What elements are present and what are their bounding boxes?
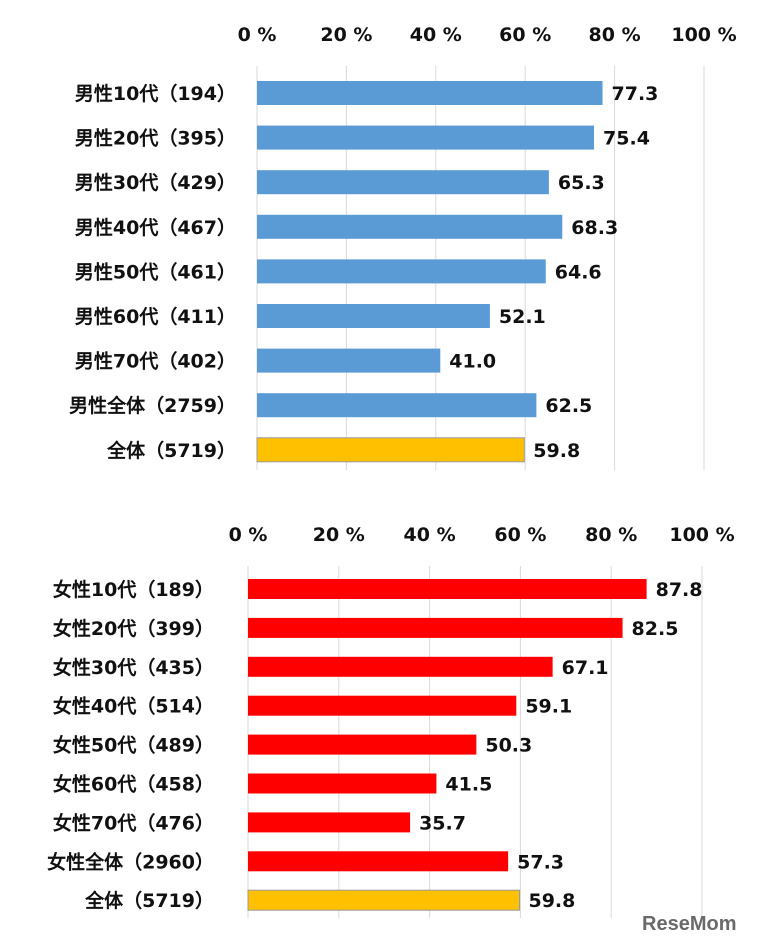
data-label: 35.7 <box>419 812 466 834</box>
category-label: 女性50代（489） <box>53 734 214 757</box>
data-label: 82.5 <box>632 618 679 640</box>
bar <box>248 695 517 716</box>
bar <box>257 170 549 195</box>
x-tick-label: 100 % <box>671 24 736 46</box>
data-label: 59.8 <box>528 890 575 912</box>
data-label: 52.1 <box>499 306 546 328</box>
category-label: 男性70代（402） <box>75 350 236 373</box>
bar <box>257 393 537 418</box>
bar <box>248 579 647 599</box>
category-label: 男性40代（467） <box>75 216 236 239</box>
category-label: 全体（5719） <box>84 889 214 912</box>
bar <box>257 259 546 284</box>
bar <box>248 617 623 638</box>
data-label: 59.1 <box>525 696 572 718</box>
category-label: 女性20代（399） <box>53 617 214 640</box>
data-label: 87.8 <box>656 579 703 601</box>
data-label: 77.3 <box>612 83 659 105</box>
bar <box>257 304 490 328</box>
bar <box>257 125 595 150</box>
bar <box>256 437 525 463</box>
x-tick-label: 60 % <box>499 24 551 46</box>
bar <box>248 734 477 755</box>
x-tick-label: 0 % <box>229 524 268 546</box>
bar <box>248 812 411 833</box>
data-label: 68.3 <box>571 217 618 239</box>
data-label: 67.1 <box>562 657 609 679</box>
resemom-logo: ReseMom <box>640 906 750 940</box>
data-label: 57.3 <box>517 851 564 873</box>
x-tick-label: 80 % <box>589 24 641 46</box>
category-label: 女性70代（476） <box>53 811 214 834</box>
chart-1: 0 % 20 % 40 % 60 % 80 % 100 % 男性10代（194） 77.3 男性… <box>69 24 737 470</box>
category-label: 男性10代（194） <box>75 82 236 105</box>
bar <box>248 656 553 677</box>
data-label: 50.3 <box>485 735 532 757</box>
category-label: 男性60代（411） <box>75 305 236 328</box>
bar <box>257 81 603 105</box>
category-label: 女性60代（458） <box>53 773 214 796</box>
data-label: 41.5 <box>445 774 492 796</box>
category-label: 女性10代（189） <box>53 578 214 601</box>
category-label: 男性50代（461） <box>75 260 236 283</box>
data-label: 59.8 <box>533 440 580 462</box>
bar <box>257 214 563 239</box>
category-label: 女性全体（2960） <box>47 850 214 873</box>
data-label: 41.0 <box>449 351 496 373</box>
category-label: 男性20代（395） <box>75 127 236 150</box>
x-tick-label: 20 % <box>313 524 365 546</box>
x-tick-label: 40 % <box>410 24 462 46</box>
category-label: 男性30代（429） <box>75 171 236 194</box>
x-tick-label: 60 % <box>494 524 546 546</box>
x-tick-label: 100 % <box>669 524 734 546</box>
data-label: 65.3 <box>558 172 605 194</box>
logo-text: ReseMom <box>642 913 736 935</box>
bar <box>257 348 441 373</box>
category-label: 全体（5719） <box>106 439 236 462</box>
x-tick-label: 0 % <box>238 24 277 46</box>
data-label: 75.4 <box>603 128 650 150</box>
data-label: 62.5 <box>545 395 592 417</box>
category-label: 女性40代（514） <box>53 695 214 718</box>
chart-2: 0 % 20 % 40 % 60 % 80 % 100 % 女性10代（189） 87.8 女性… <box>47 524 735 918</box>
category-label: 男性全体（2759） <box>69 394 236 417</box>
bar <box>247 889 520 911</box>
bar <box>248 773 437 794</box>
bar <box>248 851 509 872</box>
category-label: 女性30代（435） <box>53 656 214 679</box>
data-label: 64.6 <box>555 261 602 283</box>
x-tick-label: 20 % <box>320 24 372 46</box>
x-tick-label: 40 % <box>404 524 456 546</box>
x-tick-label: 80 % <box>585 524 637 546</box>
